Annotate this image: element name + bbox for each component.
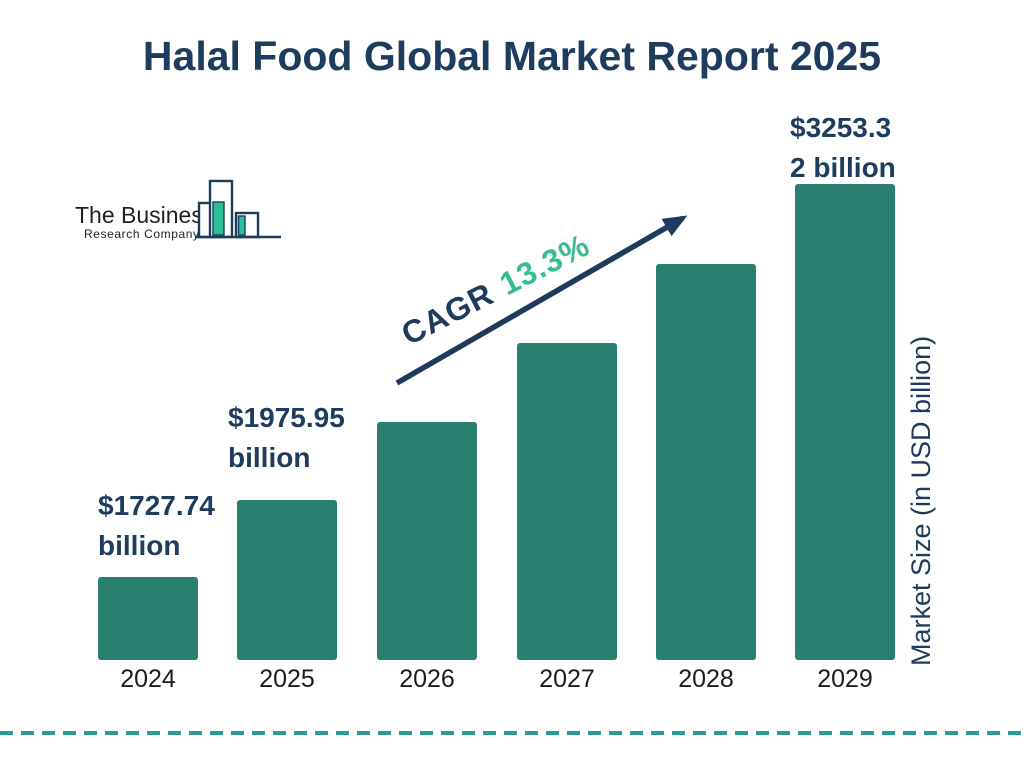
value-label-2024-line2: billion (98, 530, 181, 561)
logo-text-line1: The Business (75, 202, 214, 228)
company-logo: The Business Research Company (74, 176, 289, 250)
value-label-2029: $3253.3 2 billion (790, 108, 896, 188)
value-label-2025-line1: $1975.95 (228, 402, 345, 433)
value-label-2025: $1975.95 billion (228, 398, 345, 478)
bar-2025 (237, 500, 337, 660)
value-label-2024: $1727.74 billion (98, 486, 215, 566)
x-tick-2027: 2027 (539, 665, 595, 693)
bar-2028 (656, 264, 756, 660)
x-tick-2029: 2029 (817, 665, 873, 693)
x-tick-2025: 2025 (259, 665, 315, 693)
bar-2024 (98, 577, 198, 660)
value-label-2025-line2: billion (228, 442, 311, 473)
bottom-dashed-divider (0, 731, 1024, 735)
page-title: Halal Food Global Market Report 2025 (142, 33, 882, 79)
bar-2029 (795, 184, 895, 660)
growth-arrow-icon (395, 215, 688, 386)
logo-graphic: The Business Research Company (75, 179, 281, 241)
bar-2026 (377, 422, 477, 660)
bar-2027 (517, 343, 617, 660)
x-tick-2026: 2026 (399, 665, 455, 693)
x-tick-2028: 2028 (678, 665, 734, 693)
value-label-2029-line2: 2 billion (790, 152, 896, 183)
value-label-2029-line1: $3253.3 (790, 112, 892, 143)
value-label-2024-line1: $1727.74 (98, 490, 215, 521)
logo-bars-icon (195, 179, 281, 239)
y-axis-title: Market Size (in USD billion) (906, 335, 936, 667)
x-tick-2024: 2024 (120, 665, 176, 693)
logo-text-line2: Research Company (84, 227, 200, 241)
